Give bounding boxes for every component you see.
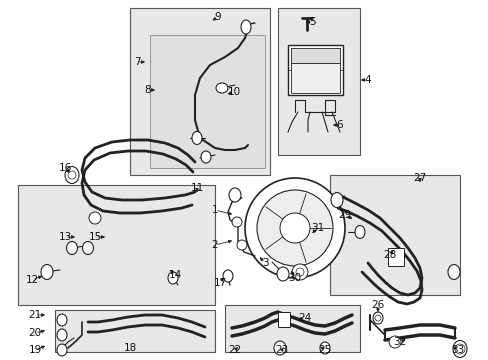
- Ellipse shape: [201, 151, 210, 163]
- Text: 30: 30: [288, 273, 301, 283]
- Text: 4: 4: [364, 75, 370, 85]
- Bar: [329, 175, 459, 295]
- Text: 20: 20: [28, 328, 41, 338]
- Ellipse shape: [447, 265, 459, 279]
- Text: 13: 13: [58, 232, 71, 242]
- Circle shape: [257, 190, 332, 266]
- Text: 21: 21: [28, 310, 41, 320]
- Bar: [224, 305, 359, 352]
- Circle shape: [454, 344, 464, 354]
- Text: 24: 24: [298, 313, 311, 323]
- Text: 7: 7: [133, 57, 140, 67]
- Ellipse shape: [273, 341, 285, 355]
- Bar: [290, 63, 339, 93]
- Text: 19: 19: [28, 345, 41, 355]
- Ellipse shape: [241, 20, 250, 34]
- Ellipse shape: [330, 193, 342, 207]
- Ellipse shape: [82, 242, 93, 255]
- Ellipse shape: [192, 131, 202, 144]
- Circle shape: [231, 217, 242, 227]
- Bar: [18, 185, 215, 305]
- Ellipse shape: [57, 329, 67, 341]
- Ellipse shape: [223, 270, 232, 282]
- Ellipse shape: [354, 225, 364, 238]
- Text: 27: 27: [412, 173, 426, 183]
- Text: 5: 5: [309, 17, 316, 27]
- Bar: [278, 8, 359, 155]
- Circle shape: [374, 315, 380, 321]
- Text: 26: 26: [370, 300, 384, 310]
- Bar: [287, 45, 342, 95]
- Circle shape: [388, 336, 400, 348]
- Ellipse shape: [66, 242, 77, 255]
- Circle shape: [244, 178, 345, 278]
- Bar: [278, 312, 289, 327]
- Text: 10: 10: [227, 87, 240, 97]
- Bar: [387, 248, 403, 266]
- Text: 2: 2: [211, 240, 218, 250]
- Text: 11: 11: [190, 183, 203, 193]
- Text: 18: 18: [123, 343, 136, 353]
- Text: 14: 14: [168, 270, 181, 280]
- Ellipse shape: [57, 314, 67, 326]
- Circle shape: [280, 213, 309, 243]
- Ellipse shape: [372, 312, 382, 324]
- Text: 16: 16: [58, 163, 71, 173]
- Text: 31: 31: [311, 223, 324, 233]
- Text: 15: 15: [88, 232, 102, 242]
- Text: 8: 8: [144, 85, 151, 95]
- Circle shape: [237, 240, 246, 250]
- Text: 3: 3: [261, 258, 268, 268]
- Bar: [290, 48, 339, 63]
- Text: 12: 12: [25, 275, 39, 285]
- Ellipse shape: [57, 344, 67, 356]
- Ellipse shape: [65, 166, 79, 184]
- Text: 25: 25: [318, 345, 331, 355]
- Text: 6: 6: [336, 120, 343, 130]
- Text: 17: 17: [213, 278, 226, 288]
- Ellipse shape: [452, 341, 466, 357]
- Text: 22: 22: [228, 345, 241, 355]
- Ellipse shape: [228, 188, 241, 202]
- Text: 9: 9: [214, 12, 221, 22]
- Ellipse shape: [276, 267, 288, 281]
- Bar: [55, 310, 215, 352]
- Circle shape: [291, 264, 307, 280]
- Circle shape: [295, 268, 304, 276]
- Ellipse shape: [216, 83, 227, 93]
- Bar: [150, 35, 264, 168]
- Text: 33: 33: [450, 345, 464, 355]
- Circle shape: [89, 212, 101, 224]
- Text: 32: 32: [392, 337, 406, 347]
- Text: 1: 1: [211, 205, 218, 215]
- Text: 29: 29: [338, 210, 351, 220]
- Bar: [130, 8, 269, 175]
- Text: 23: 23: [275, 345, 288, 355]
- Text: 28: 28: [383, 250, 396, 260]
- Ellipse shape: [168, 272, 178, 284]
- Circle shape: [68, 171, 76, 179]
- Ellipse shape: [41, 265, 53, 279]
- Ellipse shape: [319, 342, 329, 354]
